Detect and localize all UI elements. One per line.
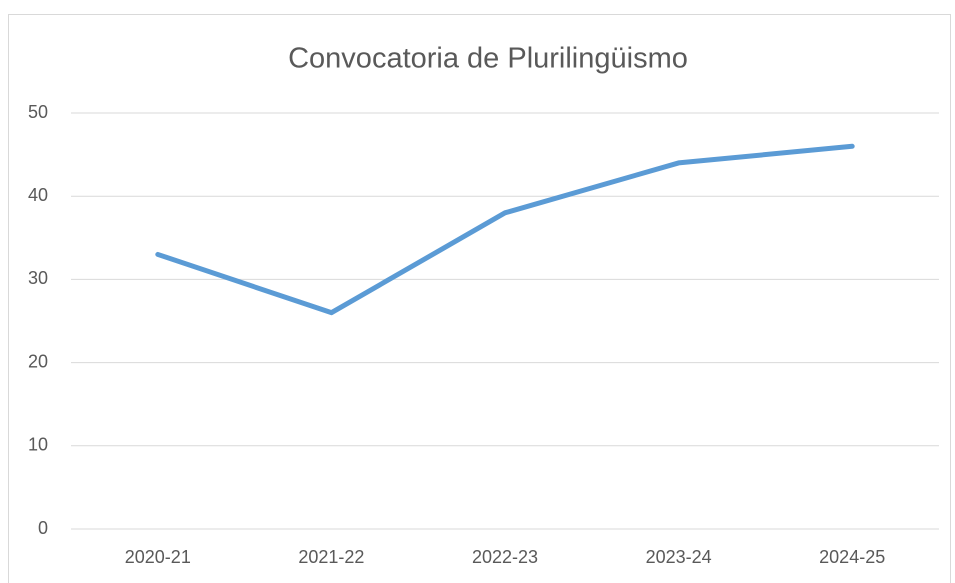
data-line: [155, 143, 855, 316]
y-tick-label: 40: [28, 185, 48, 205]
y-tick-label: 10: [28, 435, 48, 455]
y-tick-label: 0: [38, 518, 48, 538]
chart-frame: [8, 14, 951, 583]
x-tick-label: 2021-22: [298, 547, 364, 567]
y-tick-label: 50: [28, 102, 48, 122]
chart-title: Convocatoria de Plurilingüismo: [288, 43, 688, 75]
x-tick-label: 2023-24: [646, 547, 712, 567]
x-tick-label: 2024-25: [819, 547, 885, 567]
y-tick-label: 20: [28, 351, 48, 371]
x-tick-label: 2020-21: [125, 547, 191, 567]
x-tick-label: 2022-23: [472, 547, 538, 567]
y-tick-label: 30: [28, 268, 48, 288]
